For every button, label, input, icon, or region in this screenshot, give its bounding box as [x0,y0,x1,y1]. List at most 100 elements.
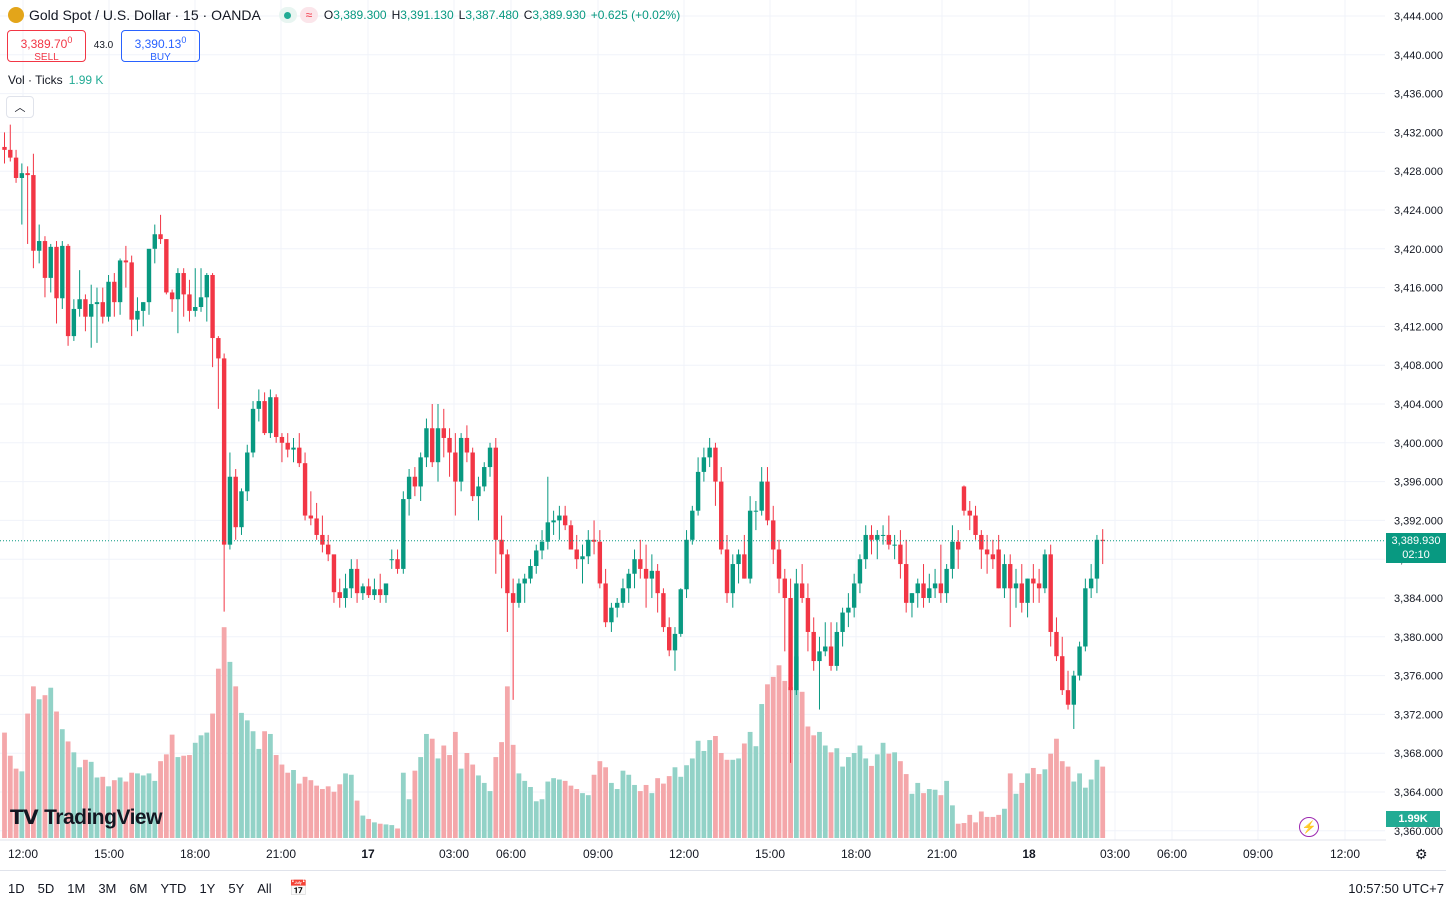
volume-bar [158,761,163,838]
candle-body [932,583,938,589]
range-button-5y[interactable]: 5Y [228,881,245,896]
candle-body [823,646,828,652]
range-button-5d[interactable]: 5D [37,881,55,896]
candle-body [401,499,406,569]
candle-body [984,549,990,555]
high-value: 3,391.130 [400,8,454,22]
candle-body [169,292,175,300]
candle-body [684,539,689,590]
volume-bar [1019,782,1025,838]
candle-body [695,471,701,511]
candle-body [412,476,418,487]
candle-body [268,397,273,434]
volume-bar [1030,767,1036,838]
candle-body [13,157,19,178]
settings-gear-icon[interactable]: ⚙ [1415,846,1428,862]
volume-bar [406,799,412,838]
candle-body [430,428,435,463]
volume-bar [31,686,36,838]
price-tick-label: 3,404.000 [1394,399,1443,411]
time-tick-label: 21:00 [266,847,296,861]
candle-body [828,646,834,666]
sell-button[interactable]: 3,389.700 SELL [7,30,86,63]
candle-body [193,307,198,311]
candle-body [441,428,446,438]
candle-body [817,651,822,662]
volume-bar [447,755,452,838]
candle-body [366,586,371,596]
time-tick-label: 17 [361,847,375,861]
volume-bar [7,755,13,838]
data-wave-icon[interactable]: ≈ [299,7,318,23]
price-tick-label: 3,408.000 [1394,360,1443,372]
candle-body [719,481,724,550]
volume-bar [1100,766,1106,838]
bar-countdown: 02:10 [1402,549,1430,561]
volume-bar [152,780,158,838]
candle-body [36,241,42,251]
time-tick-label: 12:00 [8,847,38,861]
candle-body [204,274,209,298]
volume-bar [487,791,493,838]
volume-bar [273,755,279,838]
candle-body [325,544,331,555]
candle-body [788,598,793,691]
volume-bar [198,735,204,838]
candle-body [476,486,481,497]
volume-bar [389,825,395,838]
lightning-icon[interactable]: ⚡ [1299,817,1319,837]
candle-body [892,544,897,546]
range-button-all[interactable]: All [257,881,272,896]
volume-bar [528,787,533,838]
buy-button[interactable]: 3,390.130 BUY [121,30,200,63]
candle-body [146,248,152,303]
range-button-1d[interactable]: 1D [8,881,25,896]
candle-body [1025,578,1030,603]
chevron-up-icon[interactable]: ︿ [6,96,34,118]
candle-body [534,550,539,566]
candle-body [216,338,221,359]
volume-bar [383,824,389,838]
price-chart[interactable]: 3,444.000 3,440.000 3,436.000 3,432.000 3,42… [0,0,1446,870]
candle-body [927,588,932,598]
volume-bar [903,774,909,838]
volume-bar [1036,774,1042,838]
volume-bar [458,768,464,838]
volume-bar [331,791,337,838]
range-button-1y[interactable]: 1Y [199,881,216,896]
candle-body [516,583,522,603]
candle-body [846,607,851,613]
price-tick-label: 3,364.000 [1394,787,1443,799]
volume-bar [215,668,221,838]
market-status-icon[interactable] [278,7,297,23]
range-button-ytd[interactable]: YTD [160,881,187,896]
candle-body [597,541,603,584]
volume-bar [828,752,834,838]
range-button-1m[interactable]: 1M [67,881,86,896]
candle-body [1002,564,1007,589]
volume-bar [348,774,354,838]
candle-body [747,510,753,579]
range-button-6m[interactable]: 6M [129,881,148,896]
candle-body [360,586,366,594]
volume-bar [632,784,637,838]
candle-body [302,463,308,516]
volume-bar [747,731,753,838]
volume-bar [909,793,915,838]
candle-body [730,564,735,594]
volume-bar [597,761,603,838]
volume-bar [880,742,886,838]
clock-timezone[interactable]: 10:57:50 UTC+7 [1348,881,1444,896]
volume-bar [811,735,817,838]
price-tick-label: 3,368.000 [1394,748,1443,760]
volume-bar [840,766,845,838]
symbol-title[interactable]: Gold Spot / U.S. Dollar · 15 · OANDA [29,7,261,23]
volume-bar [1071,781,1077,838]
candle-body [921,583,926,598]
volume-bar [1002,808,1007,838]
range-button-3m[interactable]: 3M [98,881,117,896]
volume-legend[interactable]: Vol · Ticks 1.99 K [8,73,103,87]
calendar-goto-icon[interactable]: 📅 [289,880,308,897]
candle-body [528,565,533,579]
candle-body [239,491,244,528]
